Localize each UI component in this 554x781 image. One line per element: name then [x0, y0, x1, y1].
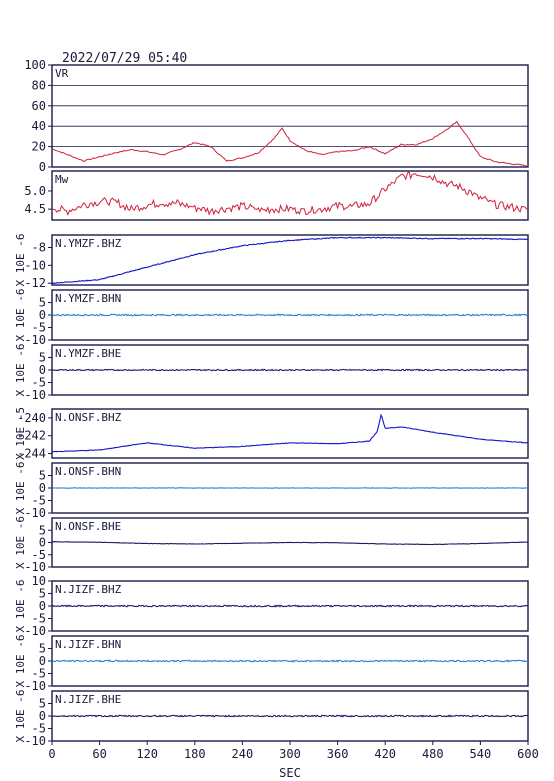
y-tick-label: -5 [32, 667, 46, 681]
y-tick-label: -10 [24, 258, 46, 272]
trace-line-2 [51, 236, 529, 285]
y-tick-label: 100 [24, 58, 46, 72]
trace-line-9 [51, 659, 528, 663]
y-tick-label: 5 [39, 523, 46, 537]
trace-line-1 [51, 170, 529, 216]
y-axis-label: X 10E -6 [14, 289, 27, 342]
y-tick-label: 0 [39, 599, 46, 613]
y-tick-label: -5 [32, 494, 46, 508]
y-tick-label: 5 [39, 296, 46, 310]
y-axis-label: X 10E -6 [14, 234, 27, 287]
y-tick-label: -10 [24, 388, 46, 402]
y-tick-label: 5 [39, 642, 46, 656]
y-tick-label: -5 [32, 548, 46, 562]
x-tick-label: 420 [374, 747, 396, 761]
y-tick-label: -10 [24, 624, 46, 638]
y-tick-label: 0 [39, 160, 46, 174]
y-tick-label: -240 [17, 411, 46, 425]
y-tick-label: 4.5 [24, 202, 46, 216]
panel-label: VR [55, 67, 69, 80]
y-tick-label: -10 [24, 333, 46, 347]
y-tick-label: 60 [32, 99, 46, 113]
y-tick-label: 5 [39, 351, 46, 365]
y-tick-label: 10 [32, 574, 46, 588]
y-axis-label: X 10E -6 [14, 635, 27, 688]
y-tick-label: -10 [24, 679, 46, 693]
trace-line-4 [51, 368, 529, 372]
y-tick-label: -242 [17, 429, 46, 443]
y-tick-label: -8 [32, 241, 46, 255]
x-tick-label: 0 [48, 747, 55, 761]
panel-label: N.JIZF.BHE [55, 693, 121, 706]
x-tick-label: 360 [327, 747, 349, 761]
panel-label: N.YMZF.BHN [55, 292, 121, 305]
y-tick-label: 5 [39, 697, 46, 711]
panel-label: N.JIZF.BHZ [55, 583, 122, 596]
x-tick-label: 300 [279, 747, 301, 761]
y-tick-label: -10 [24, 560, 46, 574]
y-tick-label: 5.0 [24, 184, 46, 198]
y-axis-label: X 10E -6 [14, 516, 27, 569]
x-tick-label: 120 [136, 747, 158, 761]
y-axis-label: X 10E -6 [14, 344, 27, 397]
panel-frame-2 [51, 234, 529, 286]
y-tick-label: 0 [39, 654, 46, 668]
y-tick-label: 20 [32, 140, 46, 154]
y-tick-label: -10 [24, 734, 46, 748]
y-tick-label: -10 [24, 506, 46, 520]
y-tick-label: -5 [32, 321, 46, 335]
x-tick-label: 180 [184, 747, 206, 761]
y-tick-label: 0 [39, 536, 46, 550]
x-tick-label: 540 [470, 747, 492, 761]
trace-line-10 [51, 714, 529, 718]
panel-label: N.YMZF.BHE [55, 347, 121, 360]
y-tick-label: 0 [39, 363, 46, 377]
x-tick-label: 240 [232, 747, 254, 761]
y-tick-label: 0 [39, 709, 46, 723]
x-axis-label: SEC [279, 766, 301, 780]
y-tick-label: -244 [17, 447, 46, 461]
y-tick-label: -5 [32, 722, 46, 736]
y-tick-label: -5 [32, 376, 46, 390]
panel-label: N.ONSF.BHZ [55, 411, 122, 424]
x-tick-label: 600 [517, 747, 539, 761]
panel-frame-5 [51, 408, 529, 459]
y-tick-label: 0 [39, 308, 46, 322]
panel-frame-1 [51, 170, 529, 221]
panel-label: N.JIZF.BHN [55, 638, 121, 651]
y-axis-label: X 10E -6 [14, 580, 27, 633]
x-tick-label: 480 [422, 747, 444, 761]
y-tick-label: -5 [32, 612, 46, 626]
panel-label: N.ONSF.BHN [55, 465, 121, 478]
y-axis-label: X 10E -6 [14, 462, 27, 515]
panel-frame-0 [51, 64, 529, 168]
panel-label: Mw [55, 173, 69, 186]
trace-line-5 [51, 413, 529, 453]
y-axis-label: X 10E -6 [14, 690, 27, 743]
y-tick-label: 0 [39, 481, 46, 495]
y-tick-label: 5 [39, 587, 46, 601]
trace-line-3 [51, 313, 529, 317]
y-tick-label: -12 [24, 276, 46, 290]
timestamp-label: 2022/07/29 05:40 [62, 51, 187, 66]
y-tick-label: 40 [32, 119, 46, 133]
trace-line-7 [52, 541, 529, 546]
panel-label: N.ONSF.BHE [55, 520, 121, 533]
y-axis-label: X 10E -5 [14, 407, 27, 460]
y-tick-label: 5 [39, 469, 46, 483]
panel-label: N.YMZF.BHZ [55, 237, 122, 250]
x-tick-label: 60 [92, 747, 106, 761]
y-tick-label: 80 [32, 78, 46, 92]
trace-line-0 [51, 120, 529, 167]
trace-line-8 [51, 604, 529, 608]
